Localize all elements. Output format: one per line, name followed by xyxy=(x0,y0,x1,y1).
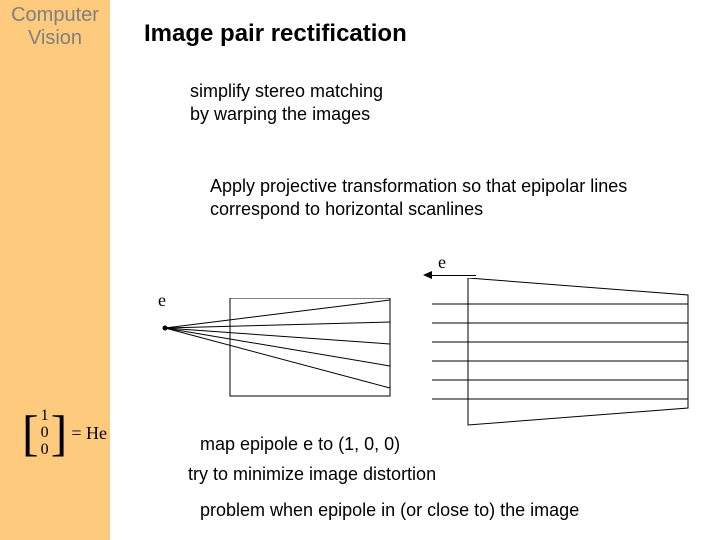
diagram-right xyxy=(432,278,692,428)
vec-1: 0 xyxy=(41,425,49,442)
sidebar-title: Computer Vision xyxy=(0,4,110,50)
diagram-left xyxy=(160,298,395,400)
caption-2: try to minimize image distortion xyxy=(188,464,436,485)
bullet-2: Apply projective transformation so that … xyxy=(210,175,627,220)
formula-rhs: = He xyxy=(71,423,107,444)
sidebar-title-line2: Vision xyxy=(28,27,82,49)
vector-column: 1 0 0 xyxy=(41,408,49,458)
arrow-line xyxy=(431,275,476,276)
vec-0: 1 xyxy=(41,408,49,425)
arrow-head-icon xyxy=(423,271,432,279)
bullet-2-line2: correspond to horizontal scanlines xyxy=(210,199,483,219)
slide-title: Image pair rectification xyxy=(144,20,407,48)
bullet-1: simplify stereo matching by warping the … xyxy=(190,80,383,125)
sidebar-title-line1: Computer xyxy=(11,4,99,26)
vec-2: 0 xyxy=(41,442,49,459)
bullet-1-line2: by warping the images xyxy=(190,104,370,124)
caption-1: map epipole e to (1, 0, 0) xyxy=(200,434,400,455)
formula: [ 1 0 0 ] = He xyxy=(22,408,111,458)
caption-3: problem when epipole in (or close to) th… xyxy=(200,500,579,521)
epipole-label-right: e xyxy=(438,252,446,273)
bullet-1-line1: simplify stereo matching xyxy=(190,81,383,101)
bullet-2-line1: Apply projective transformation so that … xyxy=(210,176,627,196)
